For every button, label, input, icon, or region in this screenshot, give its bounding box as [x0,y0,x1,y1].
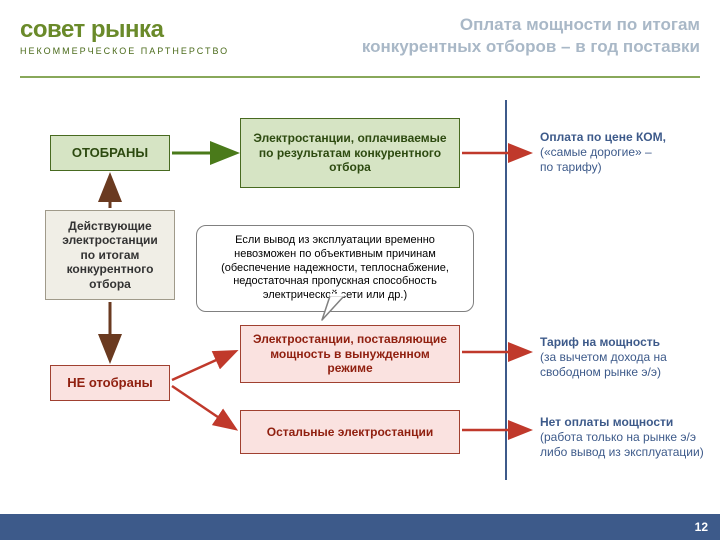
annot-kom-price: Оплата по цене КОМ, («самые дорогие» – п… [540,130,710,175]
box-paid: Электростанции, оплачиваемые по результа… [240,118,460,188]
box-not-selected: НЕ отобраны [50,365,170,401]
logo: совет рынка НЕКОММЕРЧЕСКОЕ ПАРТНЕРСТВО [20,16,229,56]
arrow-notselected-to-other [172,386,234,428]
callout-condition: Если вывод из эксплуатации временно нево… [196,225,474,312]
box-active: Действующие электростанции по итогам кон… [45,210,175,300]
footer-bar: 12 [0,514,720,540]
page-number: 12 [695,520,708,534]
vertical-divider [505,100,507,480]
annot-no-payment: Нет оплаты мощности (работа только на ры… [540,415,710,460]
box-other: Остальные электростанции [240,410,460,454]
box-forced: Электростанции, поставляющие мощность в … [240,325,460,383]
header-rule [20,76,700,78]
logo-sub: НЕКОММЕРЧЕСКОЕ ПАРТНЕРСТВО [20,46,229,56]
logo-main: совет рынка [20,16,229,44]
annot-tariff: Тариф на мощность (за вычетом дохода на … [540,335,710,380]
arrow-notselected-to-forced [172,352,234,380]
header: совет рынка НЕКОММЕРЧЕСКОЕ ПАРТНЕРСТВО О… [0,0,720,72]
box-selected: ОТОБРАНЫ [50,135,170,171]
slide-title: Оплата мощности по итогам конкурентных о… [362,14,700,58]
